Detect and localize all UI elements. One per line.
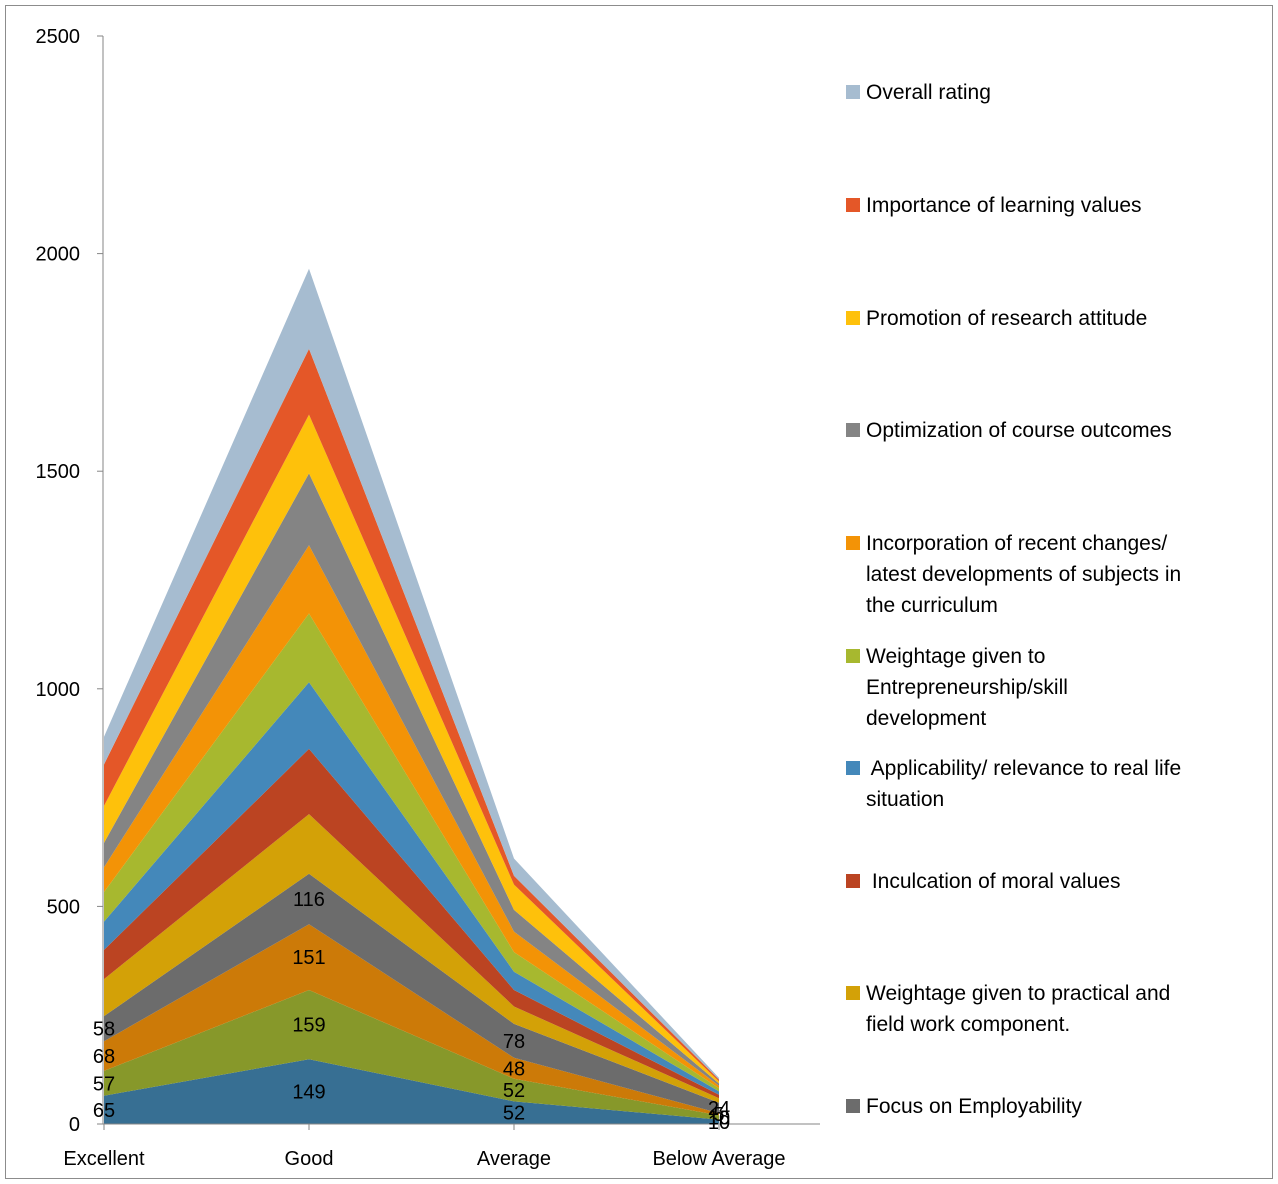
legend-label: latest developments of subjects in [866,563,1181,586]
legend-swatch [846,536,860,550]
y-tick-label: 2500 [36,26,81,48]
legend-swatch [846,986,860,1000]
legend-label: Optimization of course outcomes [866,419,1172,442]
data-label: 57 [93,1073,115,1095]
legend-label: Overall rating [866,81,991,104]
y-tick-label: 1500 [36,461,81,483]
data-label: 65 [93,1100,115,1122]
area-series-2 [104,990,719,1120]
legend: Overall rating Importance of learning val… [846,81,1181,1118]
legend-label: Focus on Employability [866,1095,1082,1118]
area-series-7 [104,682,719,1095]
data-label: 10 [708,1112,730,1134]
legend-label: Weightage given to [866,645,1045,668]
legend-label: the curriculum [866,594,998,617]
data-label: 24 [708,1098,730,1120]
y-tick-label: 1000 [36,679,81,701]
data-label: 58 [93,1019,115,1041]
legend-swatch [846,874,860,888]
legend-item: Applicability/ relevance to real life sit… [846,757,1181,811]
data-label: 151 [292,947,325,969]
labels-layer: 65 149 52 10 57 159 52 10 68 151 48 5 58 116 78 24 [93,889,730,1134]
legend-label: Weightage given to practical and [866,982,1170,1005]
area-series-5 [104,814,719,1103]
legend-label: field work component. [866,1013,1070,1036]
data-label: 149 [292,1082,325,1104]
area-series-6 [104,748,719,1099]
legend-swatch [846,761,860,775]
x-tick-label: Excellent [63,1148,145,1170]
legend-item: Weightage given to Entrepreneurship/skill… [846,645,1068,730]
legend-item: Incorporation of recent changes/latest d… [846,532,1181,617]
y-tick-label: 0 [69,1114,80,1136]
area-series-3 [104,924,719,1116]
data-label: 48 [503,1058,525,1080]
data-label: 78 [503,1031,525,1053]
legend-item: Overall rating [846,81,991,104]
legend-label: situation [866,788,944,811]
legend-item: Weightage given to practical and field wo… [846,982,1170,1036]
legend-label: Incorporation of recent changes/ [866,532,1167,555]
data-label: 52 [503,1103,525,1125]
legend-swatch [846,1099,860,1113]
data-label: 5 [713,1104,724,1126]
legend-item: Inculcation of moral values [846,870,1120,893]
y-tick-label: 2000 [36,244,81,266]
legend-label: Inculcation of moral values [866,870,1120,893]
area-series-1 [104,1059,719,1124]
legend-label: Importance of learning values [866,194,1142,217]
chart-frame [5,5,1273,1179]
legend-label: Entrepreneurship/skill [866,676,1068,699]
area-series-4 [104,873,719,1114]
legend-swatch [846,649,860,663]
legend-label: Promotion of research attitude [866,307,1147,330]
legend-label: development [866,707,986,730]
legend-swatch [846,423,860,437]
axis-layer: 0 500 1000 1500 2000 2500 Excellent Good Average… [36,26,820,1170]
legend-item: Promotion of research attitude [846,307,1147,330]
areas-layer [104,268,719,1124]
data-label: 52 [503,1080,525,1102]
data-label: 10 [708,1107,730,1129]
x-tick-label: Below Average [652,1148,785,1170]
x-tick-label: Average [477,1148,551,1170]
legend-item: Optimization of course outcomes [846,419,1172,442]
x-tick-label: Good [285,1148,334,1170]
legend-swatch [846,311,860,325]
legend-swatch [846,85,860,99]
data-label: 116 [293,889,325,911]
legend-item: Focus on Employability [846,1095,1082,1118]
area-series-8 [104,613,719,1092]
data-label: 68 [93,1046,115,1068]
legend-item: Importance of learning values [846,194,1142,217]
area-series-9 [104,545,719,1089]
legend-swatch [846,198,860,212]
y-tick-label: 500 [47,896,80,918]
data-label: 159 [292,1015,325,1037]
legend-label: Applicability/ relevance to real life [866,757,1181,780]
